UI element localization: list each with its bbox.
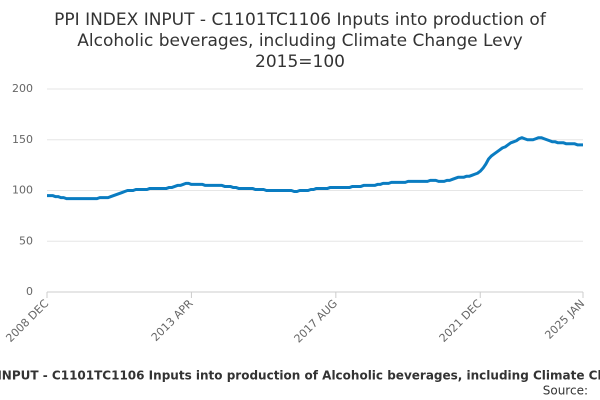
x-tick-label: 2017 AUG [292,297,341,346]
x-tick-label: 2008 DEC [3,297,51,345]
y-tick-label: 200 [12,82,33,95]
y-tick-label: 150 [12,133,33,146]
footer: PPI INDEX INPUT - C1101TC1106 Inputs int… [0,369,600,383]
y-tick-label: 0 [26,285,33,298]
y-tick-label: 100 [12,184,33,197]
data-line [47,136,583,201]
x-tick-label: 2025 JAN [542,297,587,342]
chart-title: Alcoholic beverages, including Climate C… [77,31,522,51]
source: Source: [543,384,588,398]
chart-title: PPI INDEX INPUT - C1101TC1106 Inputs int… [54,10,547,30]
y-tick-label: 50 [19,234,33,247]
x-tick-label: 2013 APR [149,297,196,344]
chart-subtitle: 2015=100 [255,52,345,72]
x-tick-label: 2021 DEC [437,297,485,345]
